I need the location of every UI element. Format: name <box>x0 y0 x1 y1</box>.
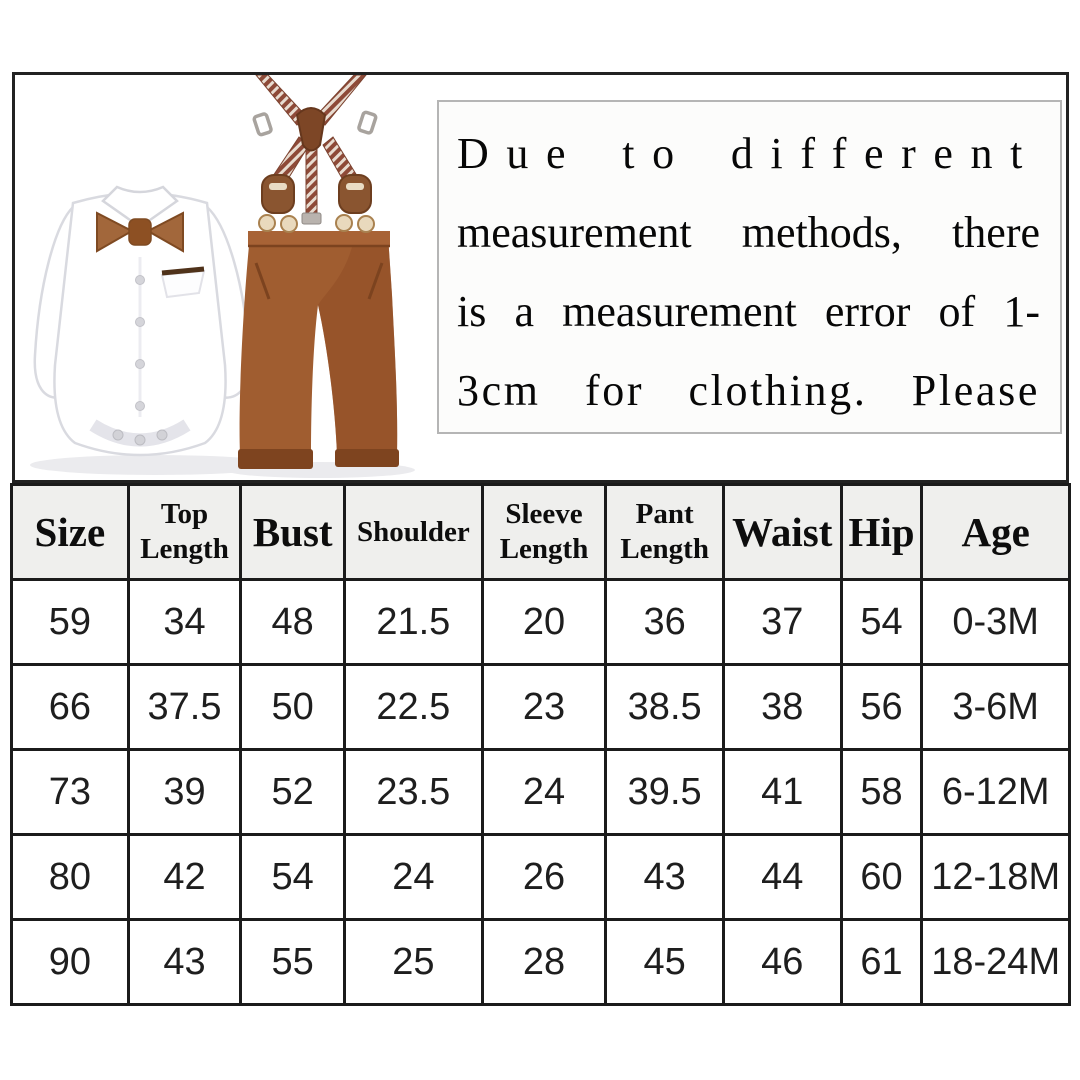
table-cell: 21.5 <box>343 578 484 666</box>
table-cell: 55 <box>239 918 347 1006</box>
shirt-illustration <box>33 185 251 457</box>
table-cell: 0-3M <box>920 578 1071 666</box>
table-header-row: Size Top Length Bust Shoulder Sleeve Len… <box>10 483 1071 581</box>
table-cell: 61 <box>839 918 924 1006</box>
table-cell: 26 <box>480 833 608 921</box>
suspender-tab-left <box>258 174 298 233</box>
size-row-6-12m: 73 39 52 23.5 24 39.5 41 58 6-12M <box>10 748 1071 836</box>
table-cell: 43 <box>126 918 243 1006</box>
table-cell: 6-12M <box>920 748 1071 836</box>
table-cell: 90 <box>10 918 130 1006</box>
col-header-sleeve-length: Sleeve Length <box>480 483 608 581</box>
table-cell: 37 <box>721 578 843 666</box>
size-table: Size Top Length Bust Shoulder Sleeve Len… <box>10 483 1071 1006</box>
notice-line: 3cm for clothing. Please <box>457 366 1040 415</box>
table-cell: 20 <box>480 578 608 666</box>
table-cell: 60 <box>839 833 924 921</box>
table-cell: 59 <box>10 578 130 666</box>
table-cell: 50 <box>239 663 347 751</box>
table-cell: 34 <box>126 578 243 666</box>
col-header-size: Size <box>10 483 130 581</box>
table-cell: 24 <box>343 833 484 921</box>
table-cell: 36 <box>604 578 725 666</box>
col-header-pant-length: Pant Length <box>604 483 725 581</box>
measurement-notice: Due to different measurement methods, th… <box>437 100 1062 434</box>
table-cell: 37.5 <box>126 663 243 751</box>
table-cell: 54 <box>839 578 924 666</box>
pants-illustration <box>238 75 399 469</box>
table-cell: 22.5 <box>343 663 484 751</box>
table-cell: 25 <box>343 918 484 1006</box>
size-row-3-6m: 66 37.5 50 22.5 23 38.5 38 56 3-6M <box>10 663 1071 751</box>
table-cell: 56 <box>839 663 924 751</box>
col-header-bust: Bust <box>239 483 347 581</box>
size-row-18-24m: 90 43 55 25 28 45 46 61 18-24M <box>10 918 1071 1006</box>
col-header-hip: Hip <box>839 483 924 581</box>
table-cell: 42 <box>126 833 243 921</box>
product-photo <box>30 75 415 478</box>
table-cell: 24 <box>480 748 608 836</box>
col-header-top-length: Top Length <box>126 483 243 581</box>
table-cell: 18-24M <box>920 918 1071 1006</box>
table-cell: 39.5 <box>604 748 725 836</box>
table-cell: 48 <box>239 578 347 666</box>
table-cell: 43 <box>604 833 725 921</box>
table-cell: 45 <box>604 918 725 1006</box>
table-cell: 66 <box>10 663 130 751</box>
table-cell: 38.5 <box>604 663 725 751</box>
bow-tie <box>96 211 184 253</box>
table-cell: 58 <box>839 748 924 836</box>
col-header-waist: Waist <box>721 483 843 581</box>
table-cell: 38 <box>721 663 843 751</box>
table-cell: 73 <box>10 748 130 836</box>
product-photo-section: Due to different measurement methods, th… <box>12 72 1069 483</box>
col-header-age: Age <box>920 483 1071 581</box>
suspender-tab-right <box>335 174 375 233</box>
notice-line: Due to different <box>457 129 1040 178</box>
notice-line: is a measurement error of 1- <box>457 287 1040 336</box>
table-cell: 41 <box>721 748 843 836</box>
table-cell: 52 <box>239 748 347 836</box>
table-cell: 3-6M <box>920 663 1071 751</box>
table-cell: 39 <box>126 748 243 836</box>
table-cell: 44 <box>721 833 843 921</box>
size-row-12-18m: 80 42 54 24 26 43 44 60 12-18M <box>10 833 1071 921</box>
col-header-shoulder: Shoulder <box>343 483 484 581</box>
size-row-0-3m: 59 34 48 21.5 20 36 37 54 0-3M <box>10 578 1071 666</box>
table-cell: 23 <box>480 663 608 751</box>
table-cell: 80 <box>10 833 130 921</box>
table-cell: 46 <box>721 918 843 1006</box>
table-cell: 12-18M <box>920 833 1071 921</box>
notice-line: measurement methods, there <box>457 208 1040 257</box>
table-cell: 23.5 <box>343 748 484 836</box>
table-cell: 54 <box>239 833 347 921</box>
table-cell: 28 <box>480 918 608 1006</box>
